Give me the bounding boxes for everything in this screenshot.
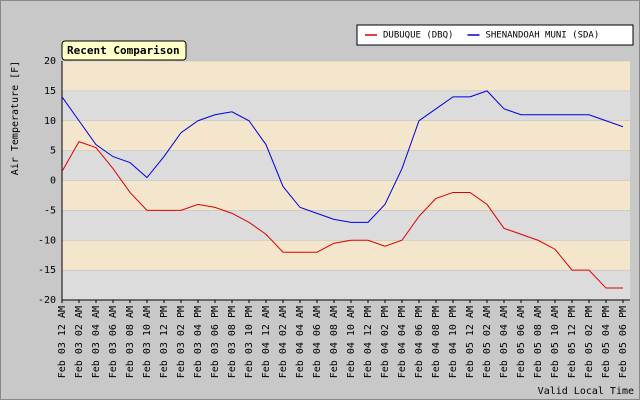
series-line <box>61 90 624 223</box>
x-tick-label: Feb 05 12 AM <box>465 306 476 378</box>
x-tick-label: Feb 05 10 AM <box>550 306 561 378</box>
x-tick-label: Feb 03 02 PM <box>176 306 187 378</box>
x-tick-label: Feb 04 06 PM <box>414 306 425 378</box>
x-tick-label: Feb 05 02 AM <box>482 306 493 378</box>
y-tick-label: -10 <box>38 235 56 246</box>
x-tick-label: Feb 05 12 PM <box>567 306 578 378</box>
band <box>62 210 630 241</box>
x-tick-label: Feb 03 04 PM <box>193 306 204 378</box>
x-tick-label: Feb 03 08 AM <box>125 306 136 378</box>
x-tick-label: Feb 05 04 PM <box>601 306 612 378</box>
x-tick-label: Feb 04 08 AM <box>329 306 340 378</box>
x-tick-label: Feb 03 12 PM <box>159 306 170 378</box>
y-tick-label: 15 <box>44 86 56 97</box>
title-box <box>61 40 187 61</box>
x-tick-label: Feb 04 06 AM <box>312 306 323 378</box>
plot-area <box>62 60 630 301</box>
band <box>62 90 630 121</box>
x-tick-label: Feb 04 04 AM <box>295 306 306 378</box>
band <box>62 180 630 211</box>
band <box>62 270 630 300</box>
y-tick-label: -5 <box>44 205 56 216</box>
x-tick-label: Feb 04 12 PM <box>363 306 374 378</box>
x-tick-label: Feb 03 10 PM <box>244 306 255 378</box>
x-tick-label: Feb 03 06 PM <box>210 306 221 378</box>
x-tick-label: Feb 05 02 PM <box>584 306 595 378</box>
y-tick-label: 5 <box>50 146 56 157</box>
x-tick-label: Feb 04 04 PM <box>397 306 408 378</box>
x-tick-label: Feb 03 08 PM <box>227 306 238 378</box>
x-tick-label: Feb 04 12 AM <box>261 306 272 378</box>
y-tick-label: -15 <box>38 265 56 276</box>
series-line <box>61 141 623 289</box>
x-tick-label: Feb 03 12 AM <box>57 306 68 378</box>
y-tick-label: -20 <box>38 295 56 306</box>
x-tick-label: Feb 03 06 AM <box>108 306 119 378</box>
y-tick-label: 0 <box>50 176 56 187</box>
band <box>62 150 630 181</box>
legend-box <box>356 24 634 46</box>
x-tick-label: Feb 04 10 AM <box>346 306 357 378</box>
band <box>62 120 630 151</box>
x-tick-label: Feb 05 04 AM <box>499 306 510 378</box>
x-tick-label: Feb 04 02 PM <box>380 306 391 378</box>
x-tick-label: Feb 04 10 PM <box>448 306 459 378</box>
y-tick-label: 10 <box>44 116 56 127</box>
x-tick-label: Feb 03 10 AM <box>142 306 153 378</box>
x-tick-label: Feb 04 08 PM <box>431 306 442 378</box>
legend-label: SHENANDOAH MUNI (SDA) <box>485 31 599 41</box>
x-axis-label: Valid Local Time <box>538 386 634 397</box>
chart-title: Recent Comparison <box>67 44 180 57</box>
y-tick-label: 20 <box>44 56 56 67</box>
x-tick-label: Feb 05 06 AM <box>516 306 527 378</box>
band <box>62 240 630 271</box>
x-tick-label: Feb 03 04 AM <box>91 306 102 378</box>
y-axis-label: Air Temperature [F] <box>10 61 21 175</box>
x-tick-label: Feb 03 02 AM <box>74 306 85 378</box>
legend-label: DUBUQUE (DBQ) <box>383 31 453 41</box>
x-tick-label: Feb 05 08 AM <box>533 306 544 378</box>
band <box>62 61 630 91</box>
x-tick-label: Feb 04 02 AM <box>278 306 289 378</box>
x-tick-label: Feb 05 06 PM <box>618 306 629 378</box>
